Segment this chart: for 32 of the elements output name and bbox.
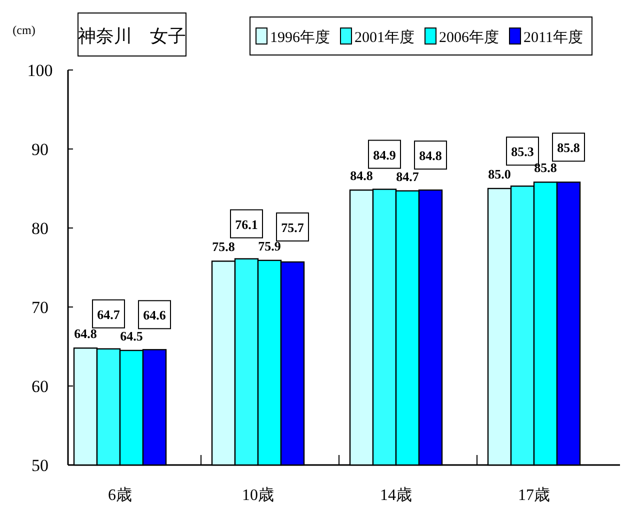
data-label: 75.8 xyxy=(212,239,236,254)
data-label: 84.8 xyxy=(350,168,374,184)
legend-label: 1996年度 xyxy=(270,29,330,46)
data-label: 85.3 xyxy=(511,144,534,160)
x-tick-label: 6歳 xyxy=(108,486,132,504)
data-label: 64.5 xyxy=(120,328,144,344)
data-label: 84.7 xyxy=(396,168,420,184)
y-tick-label: 70 xyxy=(32,298,48,317)
y-tick-label: 90 xyxy=(32,140,48,159)
data-label: 75.7 xyxy=(281,220,304,235)
data-label: 84.9 xyxy=(373,147,396,162)
data-label: 76.1 xyxy=(235,216,258,232)
data-label: 85.8 xyxy=(557,140,580,156)
x-tick-label: 17歳 xyxy=(518,486,550,504)
data-label: 64.6 xyxy=(143,308,166,323)
legend-label: 2006年度 xyxy=(439,29,499,46)
x-tick-label: 10歳 xyxy=(242,486,274,504)
chart-title: 神奈川 女子 xyxy=(78,26,186,46)
data-label: 64.8 xyxy=(74,326,98,342)
y-axis-title: (cm) xyxy=(12,23,36,37)
legend-label: 2011年度 xyxy=(524,29,583,46)
legend-label: 2001年度 xyxy=(354,29,414,46)
y-tick-label: 50 xyxy=(32,456,48,475)
data-label: 85.0 xyxy=(488,166,511,182)
y-tick-label: 60 xyxy=(32,377,48,396)
data-label: 85.8 xyxy=(534,160,558,176)
data-label: 64.7 xyxy=(97,306,120,322)
data-label: 84.8 xyxy=(419,148,442,164)
y-tick-label: 80 xyxy=(32,219,48,238)
x-tick-label: 14歳 xyxy=(380,486,412,504)
data-label: 75.9 xyxy=(258,238,282,254)
y-tick-label: 100 xyxy=(27,61,53,80)
